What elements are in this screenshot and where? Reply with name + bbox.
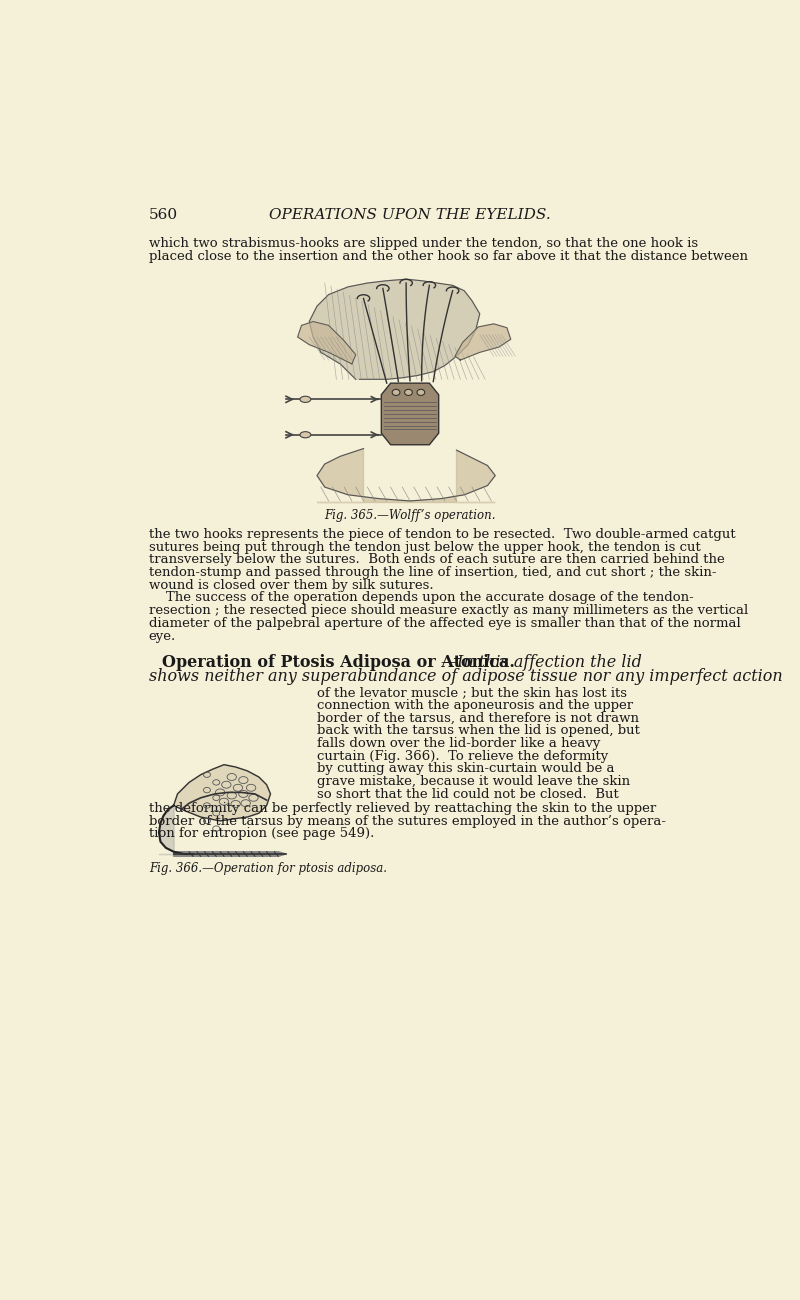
Text: back with the tarsus when the lid is opened, but: back with the tarsus when the lid is ope… <box>317 724 640 737</box>
Polygon shape <box>317 448 495 503</box>
Ellipse shape <box>405 389 412 395</box>
Polygon shape <box>455 324 510 360</box>
Text: resection ; the resected piece should measure exactly as many millimeters as the: resection ; the resected piece should me… <box>149 604 748 617</box>
Text: Fig. 366.—Operation for ptosis adiposa.: Fig. 366.—Operation for ptosis adiposa. <box>149 862 387 875</box>
Text: tendon-stump and passed through the line of insertion, tied, and cut short ; the: tendon-stump and passed through the line… <box>149 566 716 578</box>
Polygon shape <box>382 384 438 445</box>
Text: by cutting away this skin-curtain would be a: by cutting away this skin-curtain would … <box>317 762 614 775</box>
Ellipse shape <box>417 389 425 395</box>
Text: tion for entropion (see page 549).: tion for entropion (see page 549). <box>149 827 374 840</box>
Text: eye.: eye. <box>149 629 176 642</box>
Text: The success of the operation depends upon the accurate dosage of the tendon-: The success of the operation depends upo… <box>149 592 694 604</box>
Text: so short that the lid could not be closed.  But: so short that the lid could not be close… <box>317 788 618 801</box>
Ellipse shape <box>300 396 310 403</box>
Text: the deformity can be perfectly relieved by reattaching the skin to the upper: the deformity can be perfectly relieved … <box>149 802 656 815</box>
Text: 560: 560 <box>149 208 178 222</box>
Polygon shape <box>310 280 480 380</box>
Text: curtain (Fig. 366).  To relieve the deformity: curtain (Fig. 366). To relieve the defor… <box>317 750 608 763</box>
Text: the two hooks represents the piece of tendon to be resected.  Two double-armed c: the two hooks represents the piece of te… <box>149 528 735 541</box>
Text: placed close to the insertion and the other hook so far above it that the distan: placed close to the insertion and the ot… <box>149 250 748 263</box>
Text: falls down over the lid-border like a heavy: falls down over the lid-border like a he… <box>317 737 600 750</box>
Text: OPERATIONS UPON THE EYELIDS.: OPERATIONS UPON THE EYELIDS. <box>269 208 551 222</box>
Text: sutures being put through the tendon just below the upper hook, the tendon is cu: sutures being put through the tendon jus… <box>149 541 701 554</box>
Text: border of the tarsus, and therefore is not drawn: border of the tarsus, and therefore is n… <box>317 711 639 724</box>
Text: connection with the aponeurosis and the upper: connection with the aponeurosis and the … <box>317 699 633 712</box>
Text: Operation of Ptosis Adiposa or Atonica.: Operation of Ptosis Adiposa or Atonica. <box>162 654 515 671</box>
Polygon shape <box>174 852 286 857</box>
Text: Fig. 365.—Wolff’s operation.: Fig. 365.—Wolff’s operation. <box>324 508 496 521</box>
Text: of the levator muscle ; but the skin has lost its: of the levator muscle ; but the skin has… <box>317 686 627 699</box>
Text: border of the tarsus by means of the sutures employed in the author’s opera-: border of the tarsus by means of the sut… <box>149 815 666 828</box>
Polygon shape <box>298 321 356 364</box>
Polygon shape <box>174 764 270 820</box>
Text: —In this affection the lid: —In this affection the lid <box>441 654 642 671</box>
Text: diameter of the palpebral aperture of the affected eye is smaller than that of t: diameter of the palpebral aperture of th… <box>149 616 741 629</box>
Text: grave mistake, because it would leave the skin: grave mistake, because it would leave th… <box>317 775 630 788</box>
Text: shows neither any superabundance of adipose tissue nor any imperfect action: shows neither any superabundance of adip… <box>149 668 782 685</box>
Text: wound is closed over them by silk sutures.: wound is closed over them by silk suture… <box>149 578 434 592</box>
Ellipse shape <box>392 389 400 395</box>
Text: which two strabismus-hooks are slipped under the tendon, so that the one hook is: which two strabismus-hooks are slipped u… <box>149 237 698 250</box>
Ellipse shape <box>300 432 310 438</box>
Text: transversely below the sutures.  Both ends of each suture are then carried behin: transversely below the sutures. Both end… <box>149 554 725 567</box>
